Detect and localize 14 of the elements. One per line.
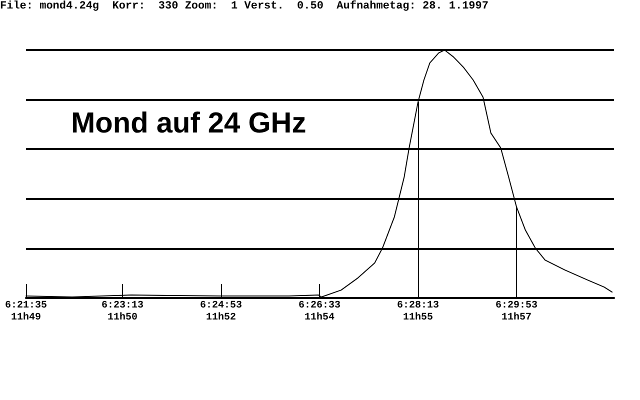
text: File: mond4.24g Korr: 330 Zoom: 1 Verst. 0.50 Aufnahmetag: 28. 1.1997 [0,0,488,12]
text: 11h50 [108,312,138,324]
text: 11h52 [206,312,236,324]
x-tick-label: 6:28:13 [397,300,440,312]
text: Mond auf 24 GHz [71,108,306,140]
x-tick-label: 6:29:53 [496,300,538,312]
x-tick-label: 6:26:33 [298,300,341,312]
x-tick-label: 6:23:13 [102,300,144,312]
text: 11h54 [304,312,335,324]
text: 11h57 [502,312,532,324]
x-tick-label: 6:24:53 [200,300,242,312]
x-tick-label: 6:21:35 [4,300,48,312]
text: 11h49 [10,312,42,324]
text: 11h55 [403,312,434,324]
